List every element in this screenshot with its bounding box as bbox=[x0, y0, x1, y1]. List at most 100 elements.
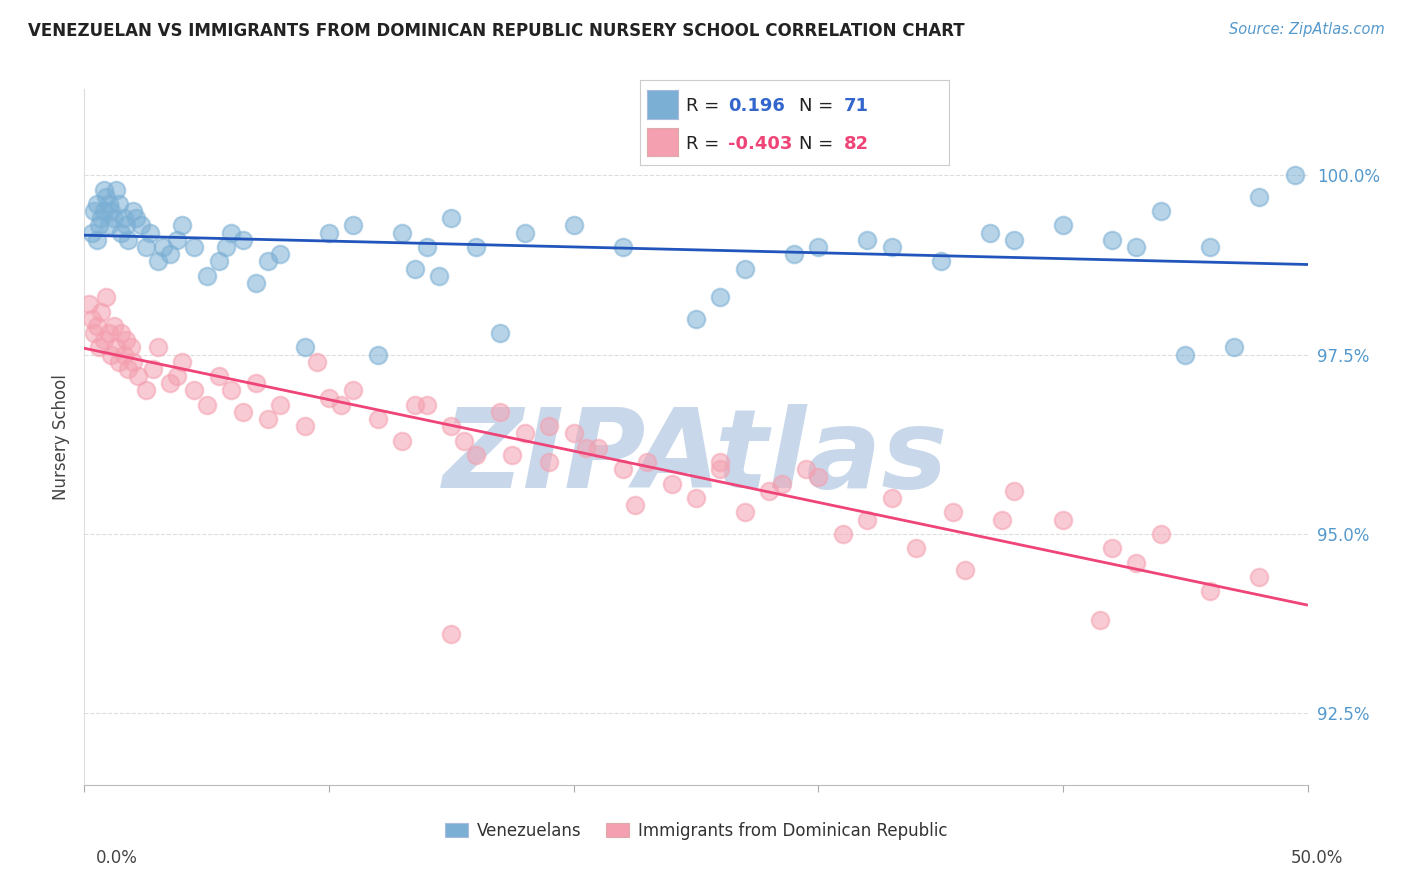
Point bbox=[979, 226, 1001, 240]
Point bbox=[100, 204, 122, 219]
Point bbox=[427, 268, 450, 283]
Point bbox=[215, 240, 238, 254]
Point bbox=[905, 541, 928, 556]
Point bbox=[257, 254, 280, 268]
Text: N =: N = bbox=[799, 135, 838, 153]
Point bbox=[453, 434, 475, 448]
Point bbox=[624, 498, 647, 512]
Point bbox=[464, 448, 486, 462]
Point bbox=[880, 240, 903, 254]
Point bbox=[709, 462, 731, 476]
Point bbox=[183, 384, 205, 398]
Point bbox=[794, 462, 817, 476]
Point bbox=[1150, 527, 1173, 541]
Text: ZIPAtlas: ZIPAtlas bbox=[443, 404, 949, 511]
Point bbox=[342, 219, 364, 233]
Point bbox=[105, 183, 128, 197]
Point bbox=[807, 240, 830, 254]
Point bbox=[135, 240, 157, 254]
Point bbox=[117, 362, 139, 376]
Point bbox=[342, 384, 364, 398]
Point bbox=[232, 233, 254, 247]
Point bbox=[90, 304, 112, 318]
Point bbox=[269, 398, 291, 412]
Point bbox=[120, 340, 142, 354]
Point bbox=[318, 391, 340, 405]
Y-axis label: Nursery School: Nursery School bbox=[52, 374, 70, 500]
Point bbox=[107, 355, 129, 369]
Point bbox=[464, 240, 486, 254]
Point bbox=[103, 211, 125, 226]
Point bbox=[93, 204, 115, 219]
Text: R =: R = bbox=[686, 135, 725, 153]
Point bbox=[122, 204, 145, 219]
Point bbox=[166, 233, 188, 247]
Point bbox=[122, 355, 145, 369]
Text: 82: 82 bbox=[844, 135, 869, 153]
Point bbox=[305, 355, 328, 369]
Point bbox=[83, 326, 105, 340]
Point bbox=[146, 340, 169, 354]
Point bbox=[97, 219, 120, 233]
Point bbox=[195, 268, 218, 283]
Point bbox=[208, 254, 231, 268]
Point bbox=[232, 405, 254, 419]
Point bbox=[127, 369, 149, 384]
Point bbox=[115, 333, 138, 347]
Point bbox=[152, 240, 174, 254]
Point bbox=[1088, 613, 1111, 627]
Point bbox=[440, 419, 463, 434]
Point bbox=[112, 348, 135, 362]
Point bbox=[86, 318, 108, 333]
Point bbox=[661, 476, 683, 491]
Point bbox=[208, 369, 231, 384]
Point bbox=[146, 254, 169, 268]
Text: 0.0%: 0.0% bbox=[96, 849, 138, 867]
Point bbox=[1174, 348, 1197, 362]
Point bbox=[991, 512, 1014, 526]
Point bbox=[734, 505, 756, 519]
Point bbox=[195, 398, 218, 412]
Point bbox=[83, 204, 105, 219]
Point bbox=[80, 226, 103, 240]
Point bbox=[112, 211, 135, 226]
Point bbox=[77, 297, 100, 311]
Point bbox=[942, 505, 965, 519]
Point bbox=[129, 219, 152, 233]
Point bbox=[1223, 340, 1246, 354]
Point bbox=[100, 348, 122, 362]
Point bbox=[1150, 204, 1173, 219]
Point bbox=[142, 362, 165, 376]
Point bbox=[953, 563, 976, 577]
Point bbox=[219, 226, 242, 240]
Point bbox=[97, 326, 120, 340]
Point bbox=[538, 419, 561, 434]
Point bbox=[416, 240, 439, 254]
Point bbox=[734, 261, 756, 276]
Point bbox=[90, 211, 112, 226]
Text: -0.403: -0.403 bbox=[728, 135, 793, 153]
Point bbox=[758, 483, 780, 498]
Point bbox=[87, 340, 110, 354]
Point bbox=[502, 448, 524, 462]
Text: 0.196: 0.196 bbox=[728, 97, 785, 115]
Point bbox=[391, 434, 413, 448]
Point bbox=[294, 340, 316, 354]
Point bbox=[1002, 233, 1025, 247]
Point bbox=[404, 261, 426, 276]
Point bbox=[93, 183, 115, 197]
Point bbox=[87, 219, 110, 233]
Point bbox=[166, 369, 188, 384]
Point bbox=[318, 226, 340, 240]
Point bbox=[1284, 168, 1306, 182]
Point bbox=[856, 512, 879, 526]
Point bbox=[159, 247, 181, 261]
Point bbox=[1052, 512, 1074, 526]
Point bbox=[172, 355, 194, 369]
Point bbox=[107, 197, 129, 211]
Point bbox=[1198, 240, 1220, 254]
Point bbox=[1101, 541, 1123, 556]
Point bbox=[1002, 483, 1025, 498]
Point bbox=[330, 398, 353, 412]
Point bbox=[97, 197, 120, 211]
